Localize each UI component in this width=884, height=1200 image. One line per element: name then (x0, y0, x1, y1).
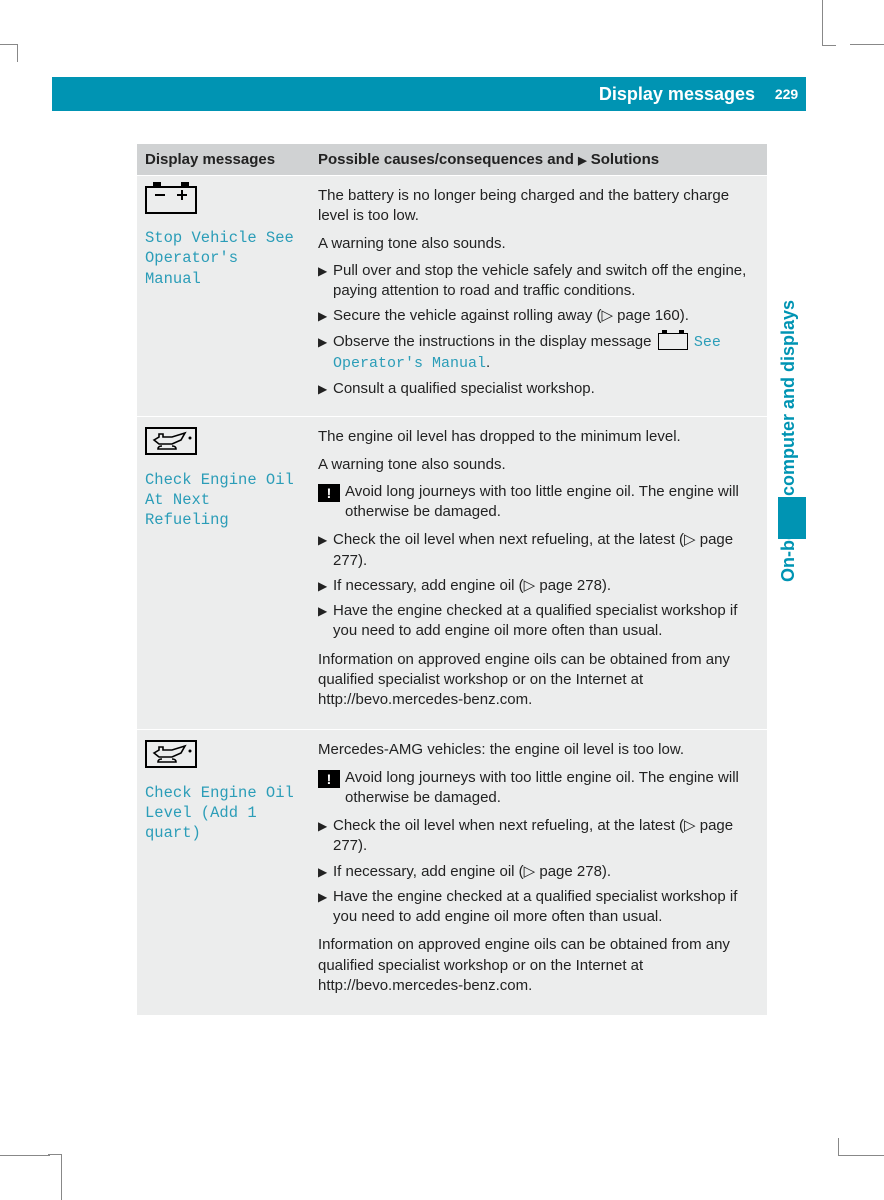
triangle-icon: ▶ (318, 601, 333, 642)
table-row: Stop Vehicle See Operator's Manual The b… (137, 176, 767, 417)
triangle-icon: ▶ (318, 887, 333, 928)
paragraph: The engine oil level has dropped to the … (318, 427, 759, 447)
triangle-icon: ▶ (318, 306, 333, 326)
message-cell: Check Engine Oil Level (Add 1 quart) (137, 730, 310, 1015)
paragraph: A warning tone also sounds. (318, 234, 759, 254)
step-prefix: Observe the instructions in the display … (333, 333, 656, 350)
solution-step: ▶ If necessary, add engine oil (▷ page 2… (318, 862, 759, 882)
oil-can-svg (150, 431, 194, 451)
display-messages-table: Display messages Possible causes/consequ… (137, 144, 767, 1015)
msg-line: Check Engine Oil (145, 470, 302, 490)
solution-step: ▶ Have the engine checked at a qualified… (318, 601, 759, 642)
table-header-col1: Display messages (137, 144, 310, 176)
table-row: Check Engine Oil At Next Refueling The e… (137, 417, 767, 730)
warning-note: ! Avoid long journeys with too little en… (318, 482, 759, 523)
page-title: Display messages (599, 84, 755, 105)
triangle-icon: ▶ (578, 155, 586, 167)
triangle-icon: ▶ (318, 576, 333, 596)
step-text: Consult a qualified specialist workshop. (333, 379, 759, 399)
msg-line: Stop Vehicle See (145, 228, 302, 248)
step-text: If necessary, add engine oil (▷ page 278… (333, 862, 759, 882)
triangle-icon: ▶ (318, 332, 333, 375)
step-text: Check the oil level when next refueling,… (333, 530, 759, 571)
paragraph: A warning tone also sounds. (318, 455, 759, 475)
table-header-row: Display messages Possible causes/consequ… (137, 144, 767, 176)
solution-step: ▶ Check the oil level when next refuelin… (318, 816, 759, 857)
msg-line: At Next Refueling (145, 490, 302, 530)
crop-mark (850, 44, 884, 45)
solution-step: ▶ Pull over and stop the vehicle safely … (318, 261, 759, 302)
message-cell: Stop Vehicle See Operator's Manual (137, 176, 310, 417)
msg-line: Level (Add 1 quart) (145, 803, 302, 843)
paragraph: Information on approved engine oils can … (318, 935, 759, 996)
header-col2-suffix: Solutions (587, 151, 660, 168)
solution-step: ▶ Have the engine checked at a qualified… (318, 887, 759, 928)
oil-can-icon (145, 427, 197, 455)
page-header: Display messages (52, 77, 767, 111)
table-header-col2: Possible causes/consequences and ▶ Solut… (310, 144, 767, 176)
step-text: Have the engine checked at a qualified s… (333, 601, 759, 642)
warning-icon: ! (318, 484, 340, 502)
warning-text: Avoid long journeys with too little engi… (345, 482, 759, 523)
crop-mark (0, 1155, 50, 1156)
page-number-box: 229 (767, 77, 806, 111)
message-text: Check Engine Oil Level (Add 1 quart) (145, 783, 302, 843)
solution-step: ▶ If necessary, add engine oil (▷ page 2… (318, 576, 759, 596)
step-text: Pull over and stop the vehicle safely an… (333, 261, 759, 302)
crop-mark (822, 0, 836, 46)
section-tab-label: On-board computer and displays (778, 300, 799, 582)
msg-line: Check Engine Oil (145, 783, 302, 803)
paragraph: Mercedes-AMG vehicles: the engine oil le… (318, 740, 759, 760)
paragraph: The battery is no longer being charged a… (318, 186, 759, 227)
table-row: Check Engine Oil Level (Add 1 quart) Mer… (137, 730, 767, 1015)
step-text: Check the oil level when next refueling,… (333, 816, 759, 857)
msg-line: Operator's Manual (145, 248, 302, 288)
solution-cell: Mercedes-AMG vehicles: the engine oil le… (310, 730, 767, 1015)
step-text: Have the engine checked at a qualified s… (333, 887, 759, 928)
message-text: Check Engine Oil At Next Refueling (145, 470, 302, 530)
battery-icon (145, 186, 197, 214)
solution-cell: The battery is no longer being charged a… (310, 176, 767, 417)
triangle-icon: ▶ (318, 379, 333, 399)
oil-can-icon (145, 740, 197, 768)
crop-mark (838, 1138, 884, 1156)
section-tab-marker (778, 497, 806, 539)
triangle-icon: ▶ (318, 530, 333, 571)
message-text: Stop Vehicle See Operator's Manual (145, 228, 302, 288)
warning-icon: ! (318, 770, 340, 788)
step-text: Observe the instructions in the display … (333, 332, 759, 375)
crop-mark (0, 44, 18, 62)
solution-step: ▶ Observe the instructions in the displa… (318, 332, 759, 375)
step-text: Secure the vehicle against rolling away … (333, 306, 759, 326)
page-number: 229 (775, 86, 798, 102)
step-suffix: . (486, 354, 490, 371)
paragraph: Information on approved engine oils can … (318, 650, 759, 711)
oil-can-svg (150, 744, 194, 764)
warning-note: ! Avoid long journeys with too little en… (318, 768, 759, 809)
step-text: If necessary, add engine oil (▷ page 278… (333, 576, 759, 596)
triangle-icon: ▶ (318, 816, 333, 857)
crop-mark (48, 1154, 62, 1200)
triangle-icon: ▶ (318, 261, 333, 302)
message-cell: Check Engine Oil At Next Refueling (137, 417, 310, 730)
triangle-icon: ▶ (318, 862, 333, 882)
header-col2-prefix: Possible causes/consequences and (318, 151, 578, 168)
solution-step: ▶ Check the oil level when next refuelin… (318, 530, 759, 571)
solution-step: ▶ Secure the vehicle against rolling awa… (318, 306, 759, 326)
warning-text: Avoid long journeys with too little engi… (345, 768, 759, 809)
battery-icon (658, 333, 688, 350)
solution-step: ▶ Consult a qualified specialist worksho… (318, 379, 759, 399)
solution-cell: The engine oil level has dropped to the … (310, 417, 767, 730)
